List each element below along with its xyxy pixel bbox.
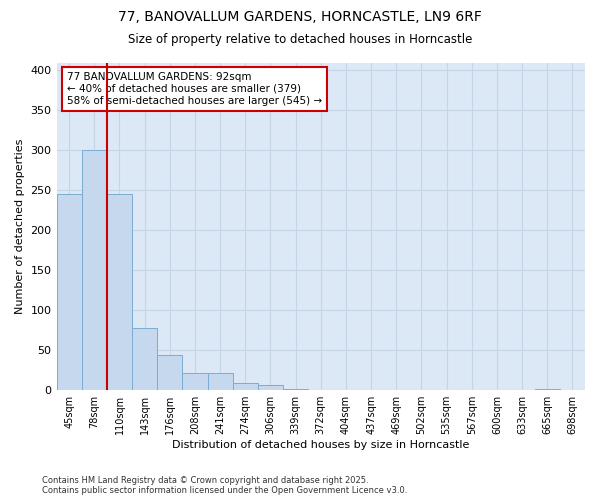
Text: Size of property relative to detached houses in Horncastle: Size of property relative to detached ho… xyxy=(128,32,472,46)
X-axis label: Distribution of detached houses by size in Horncastle: Distribution of detached houses by size … xyxy=(172,440,469,450)
Bar xyxy=(157,355,182,390)
Bar xyxy=(56,194,82,390)
Bar xyxy=(535,388,560,390)
Text: 77, BANOVALLUM GARDENS, HORNCASTLE, LN9 6RF: 77, BANOVALLUM GARDENS, HORNCASTLE, LN9 … xyxy=(118,10,482,24)
Bar xyxy=(82,150,107,390)
Bar xyxy=(182,372,208,390)
Y-axis label: Number of detached properties: Number of detached properties xyxy=(15,138,25,314)
Bar xyxy=(258,386,283,390)
Bar xyxy=(208,372,233,390)
Bar xyxy=(233,383,258,390)
Bar xyxy=(283,388,308,390)
Text: 77 BANOVALLUM GARDENS: 92sqm
← 40% of detached houses are smaller (379)
58% of s: 77 BANOVALLUM GARDENS: 92sqm ← 40% of de… xyxy=(67,72,322,106)
Bar xyxy=(107,194,132,390)
Text: Contains HM Land Registry data © Crown copyright and database right 2025.
Contai: Contains HM Land Registry data © Crown c… xyxy=(42,476,407,495)
Bar xyxy=(132,328,157,390)
